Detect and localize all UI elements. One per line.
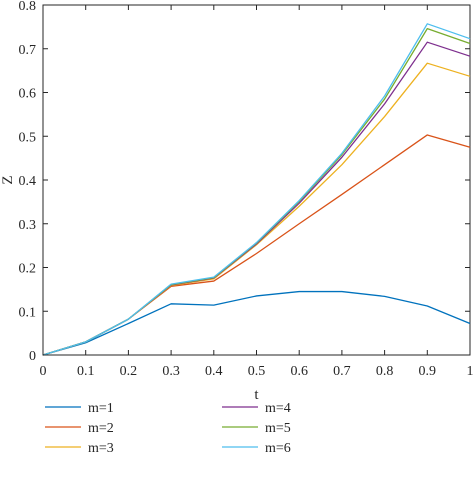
legend-item: m=3 — [45, 441, 114, 456]
y-tick-label: 0.6 — [19, 87, 37, 102]
y-tick-label: 0.5 — [19, 130, 37, 145]
legend-label: m=5 — [265, 421, 291, 436]
axes-box — [42, 4, 471, 356]
x-axis-label: t — [254, 387, 259, 403]
legend-label: m=3 — [88, 441, 114, 456]
series-layer — [42, 23, 471, 356]
y-tick-label: 0.8 — [19, 0, 37, 14]
legend-label: m=2 — [88, 421, 114, 436]
x-tick-label: 0.3 — [162, 364, 180, 379]
legend-item: m=6 — [222, 441, 291, 456]
y-axis-label: Z — [0, 175, 16, 184]
legend-item: m=1 — [45, 401, 114, 416]
y-tick-label: 0.2 — [19, 262, 37, 277]
legend-label: m=6 — [265, 441, 291, 456]
y-tick-label: 0.3 — [19, 218, 37, 233]
x-tick-label: 0.8 — [376, 364, 394, 379]
x-tick-label: 0 — [40, 364, 47, 379]
legend-label: m=1 — [88, 401, 114, 416]
series-line-m-6 — [42, 23, 471, 356]
x-tick-label: 0.4 — [205, 364, 223, 379]
x-tick-label: 0.6 — [290, 364, 308, 379]
legend-item: m=2 — [45, 421, 114, 436]
ticks-layer: 0 0.1 0.2 0.3 0.4 0.5 0.6 0.7 0.8 0.9 1 0 0.1 0.2 0.3 0… — [19, 0, 474, 379]
x-tick-label: 1 — [467, 364, 474, 379]
y-tick-label: 0.7 — [19, 43, 37, 58]
y-tick-label: 0.1 — [19, 305, 37, 320]
y-tick-label: 0.4 — [19, 174, 37, 189]
x-tick-label: 0.5 — [248, 364, 266, 379]
x-tick-label: 0.9 — [419, 364, 437, 379]
series-line-m-1 — [42, 290, 471, 356]
x-tick-label: 0.7 — [333, 364, 351, 379]
plot-area — [42, 4, 471, 356]
x-tick-label: 0.2 — [120, 364, 138, 379]
legend-item: m=4 — [222, 401, 291, 416]
y-tick-label: 0 — [29, 349, 36, 364]
legend-label: m=4 — [265, 401, 291, 416]
x-tick-label: 0.1 — [77, 364, 95, 379]
legend: m=1 m=2 m=3 m=4 m=5 m=6 — [45, 401, 291, 456]
legend-item: m=5 — [222, 421, 291, 436]
